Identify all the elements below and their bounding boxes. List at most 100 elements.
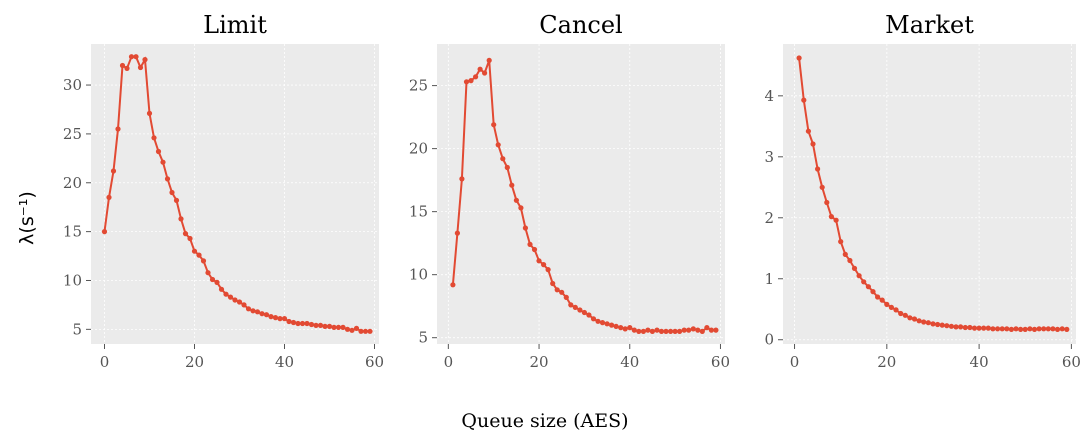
data-point [115,126,121,132]
y-tick-label: 25 [63,125,82,143]
data-point [640,328,647,334]
x-tick-label: 0 [100,353,110,371]
data-point [541,262,547,268]
data-point [870,289,876,295]
y-tick-label: 10 [63,271,82,289]
data-point [178,216,184,222]
x-tick-label: 20 [530,353,549,371]
data-point [124,65,130,71]
data-point [133,54,139,60]
data-point [981,325,987,331]
data-point [353,325,360,331]
data-point [236,299,243,305]
data-point [1013,326,1019,332]
data-point [504,164,510,171]
data-point [958,324,964,330]
data-point [142,57,148,63]
x-tick-label: 0 [790,353,800,371]
data-point [223,291,229,297]
plot-area [783,44,1076,344]
data-point [281,316,288,322]
data-point [838,239,844,245]
x-tick-label: 60 [1062,353,1081,371]
x-tick-label: 40 [970,353,989,371]
data-point [898,310,904,317]
data-point [810,141,816,147]
data-point [232,297,238,303]
data-point [454,230,460,236]
data-point [106,194,112,200]
data-point [699,328,705,334]
data-point [500,156,506,162]
data-point [468,78,474,84]
data-point [1054,326,1061,332]
data-point [1045,326,1051,332]
data-point [259,311,265,317]
data-point [344,326,351,332]
data-point [618,325,624,331]
data-point [708,327,715,333]
data-point [241,302,247,308]
data-point [672,328,678,334]
data-point [713,327,719,333]
data-point [916,318,922,324]
y-axis-label: λ(s⁻¹) [16,191,38,245]
data-point [286,318,292,325]
data-point [704,325,710,331]
data-point [482,70,488,76]
data-point [902,312,908,318]
data-point [805,128,812,134]
y-tick-label: 10 [409,266,428,284]
data-point [1027,326,1033,332]
data-point [649,328,656,334]
data-point [613,323,619,329]
data-point [1059,326,1065,332]
data-point [939,322,945,328]
data-point [1050,326,1056,332]
data-point [295,320,301,327]
data-point [563,294,569,300]
chart-panel-cancel: 0 20 40 60 5 10 15 20 25 Cancel [409,11,730,371]
y-tick-label: 3 [764,148,774,166]
chart-panel-market: 0 20 40 60 0 1 2 3 4 Market [764,11,1080,371]
data-point [169,189,175,196]
data-point [326,323,333,329]
y-tick-label: 5 [418,329,428,347]
data-point [595,318,601,324]
data-point [509,182,515,188]
data-point [851,265,858,271]
y-tick-label: 2 [764,209,774,227]
data-point [1018,326,1024,332]
data-point [173,197,180,203]
data-point [935,321,941,328]
data-point [1004,326,1010,332]
data-point [513,197,520,203]
data-point [299,320,306,327]
data-point [622,326,628,332]
data-point [658,328,665,334]
y-tick-label: 5 [72,320,82,338]
data-point [590,316,597,322]
data-point [861,279,867,285]
data-point [801,97,807,103]
x-tick-label: 60 [711,353,730,371]
data-point [967,324,973,331]
data-point [146,110,153,116]
data-point [545,267,551,273]
data-point [214,279,220,285]
data-point [101,229,108,235]
data-point [313,322,319,328]
data-point [182,231,189,237]
data-point [568,302,574,308]
data-point [200,258,207,264]
x-axis-label: Queue size (AES) [461,410,628,432]
data-point [985,325,991,331]
data-point [187,235,193,242]
data-point [137,64,144,71]
data-point [645,327,651,333]
data-point [277,316,283,322]
data-point [495,142,501,148]
data-point [875,294,881,300]
data-point [272,315,279,321]
data-point [322,323,328,329]
